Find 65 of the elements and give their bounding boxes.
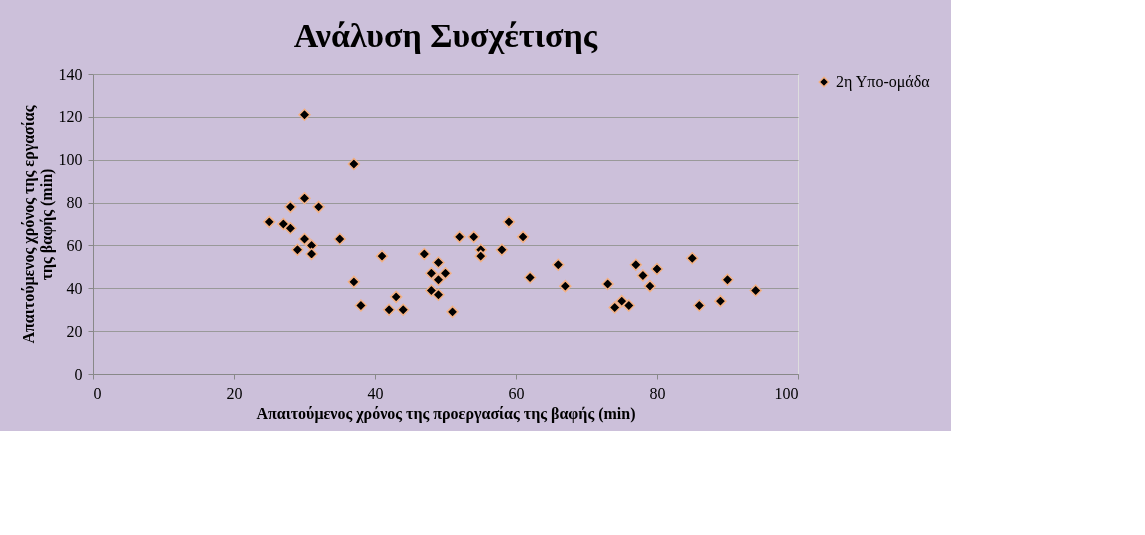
y-tick-label: 100 <box>58 151 83 169</box>
y-tick-label: 20 <box>66 322 83 340</box>
point <box>347 275 361 289</box>
point <box>721 273 734 286</box>
y-tick-label: 80 <box>66 194 83 212</box>
point <box>559 279 572 293</box>
point <box>523 271 537 284</box>
legend-label: 2η Υπο-ομάδα <box>836 73 931 91</box>
point <box>432 273 445 286</box>
y-tick-label: 0 <box>74 365 83 383</box>
point <box>298 232 311 246</box>
y-tick-label: 120 <box>58 108 83 126</box>
y-tick-label: 40 <box>66 279 83 297</box>
point <box>298 108 311 121</box>
point <box>382 303 396 316</box>
point <box>284 222 297 235</box>
point <box>601 277 614 291</box>
point <box>333 232 346 246</box>
x-tick-label: 40 <box>367 384 384 402</box>
x-tick-label: 20 <box>226 384 243 402</box>
point <box>650 262 664 276</box>
point <box>629 258 643 271</box>
point <box>298 192 311 205</box>
point <box>502 215 516 229</box>
point <box>354 299 368 312</box>
point <box>686 252 699 265</box>
point <box>389 290 403 304</box>
point <box>432 256 445 269</box>
point <box>425 284 438 297</box>
point <box>608 301 621 314</box>
point <box>439 267 452 280</box>
point <box>418 247 431 261</box>
point <box>636 269 650 282</box>
point <box>263 215 276 229</box>
y-tick-label: 140 <box>58 65 83 83</box>
x-tick-label: 0 <box>93 384 102 402</box>
point <box>474 249 487 263</box>
point <box>446 305 459 319</box>
point <box>396 303 410 316</box>
point <box>425 267 438 280</box>
point <box>453 230 466 244</box>
x-tick-label: 100 <box>774 384 799 402</box>
point <box>643 279 657 293</box>
point <box>432 288 445 301</box>
point <box>312 200 325 214</box>
point <box>347 157 361 171</box>
point <box>693 299 706 312</box>
point <box>516 230 530 244</box>
x-tick-label: 60 <box>508 384 525 402</box>
point <box>749 284 762 297</box>
point <box>467 230 480 244</box>
point <box>305 247 318 261</box>
x-tick-label: 80 <box>649 384 666 402</box>
point <box>495 243 509 256</box>
point <box>622 299 636 312</box>
point <box>714 294 727 308</box>
point <box>291 243 304 256</box>
point <box>552 258 565 271</box>
x-axis-title: Απαιτούμενος χρόνος της προεργασίας της βαφής (min) <box>256 404 636 423</box>
chart-title: Ανάλυση Συσχέτισης <box>293 17 598 54</box>
y-axis-title: Απαιτούμενος χρόνος της εργασίας της βαφής (min) <box>19 105 56 344</box>
point <box>277 217 290 231</box>
y-tick-label: 60 <box>66 236 83 254</box>
point <box>375 249 389 263</box>
point <box>284 200 297 214</box>
